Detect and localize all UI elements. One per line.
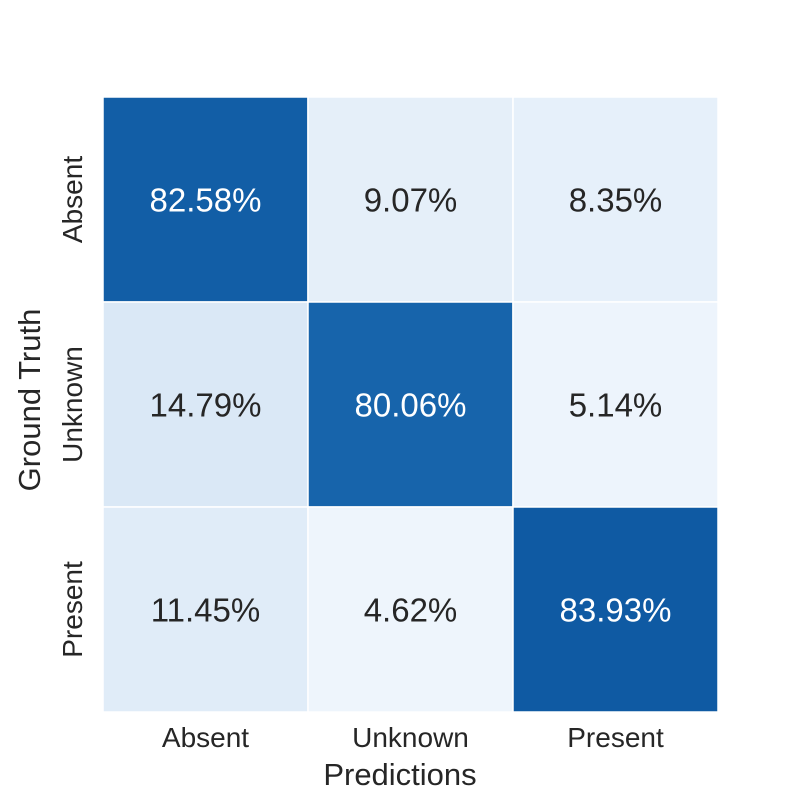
heatmap-cell <box>102 301 309 508</box>
cell-value-label: 14.79% <box>150 387 262 424</box>
heatmap-cell <box>102 506 309 713</box>
y-tick-labels: Absent Unknown Present <box>57 156 88 658</box>
heatmap-cell <box>102 96 309 303</box>
x-tick-labels: Absent Unknown Present <box>162 722 664 753</box>
heatmap-cells <box>102 96 719 713</box>
cell-value-label: 8.35% <box>569 182 663 219</box>
x-tick-label: Absent <box>162 722 249 753</box>
heatmap-cell <box>307 301 514 508</box>
x-tick-label: Unknown <box>352 722 469 753</box>
cell-value-label: 9.07% <box>364 182 458 219</box>
heatmap-cell <box>512 301 719 508</box>
cell-value-label: 80.06% <box>355 387 467 424</box>
cell-value-label: 11.45% <box>151 592 260 629</box>
cell-value-label: 83.93% <box>560 592 672 629</box>
y-axis-label: Ground Truth <box>12 309 47 492</box>
cell-value-label: 5.14% <box>569 387 663 424</box>
cell-value-label: 4.62% <box>364 592 458 629</box>
x-axis-label: Predictions <box>323 757 476 792</box>
heatmap-cell <box>512 506 719 713</box>
y-tick-label: Present <box>57 561 88 658</box>
y-tick-label: Unknown <box>57 346 88 463</box>
heatmap-cell <box>512 96 719 303</box>
cell-value-label: 82.58% <box>150 182 262 219</box>
heatmap-cell-labels: 82.58% 9.07% 8.35% 14.79% 80.06% 5.14% 11.45% 4… <box>150 182 672 629</box>
y-tick-label: Absent <box>57 156 88 243</box>
heatmap-cell <box>307 96 514 303</box>
x-tick-label: Present <box>567 722 664 753</box>
heatmap-cell <box>307 506 514 713</box>
